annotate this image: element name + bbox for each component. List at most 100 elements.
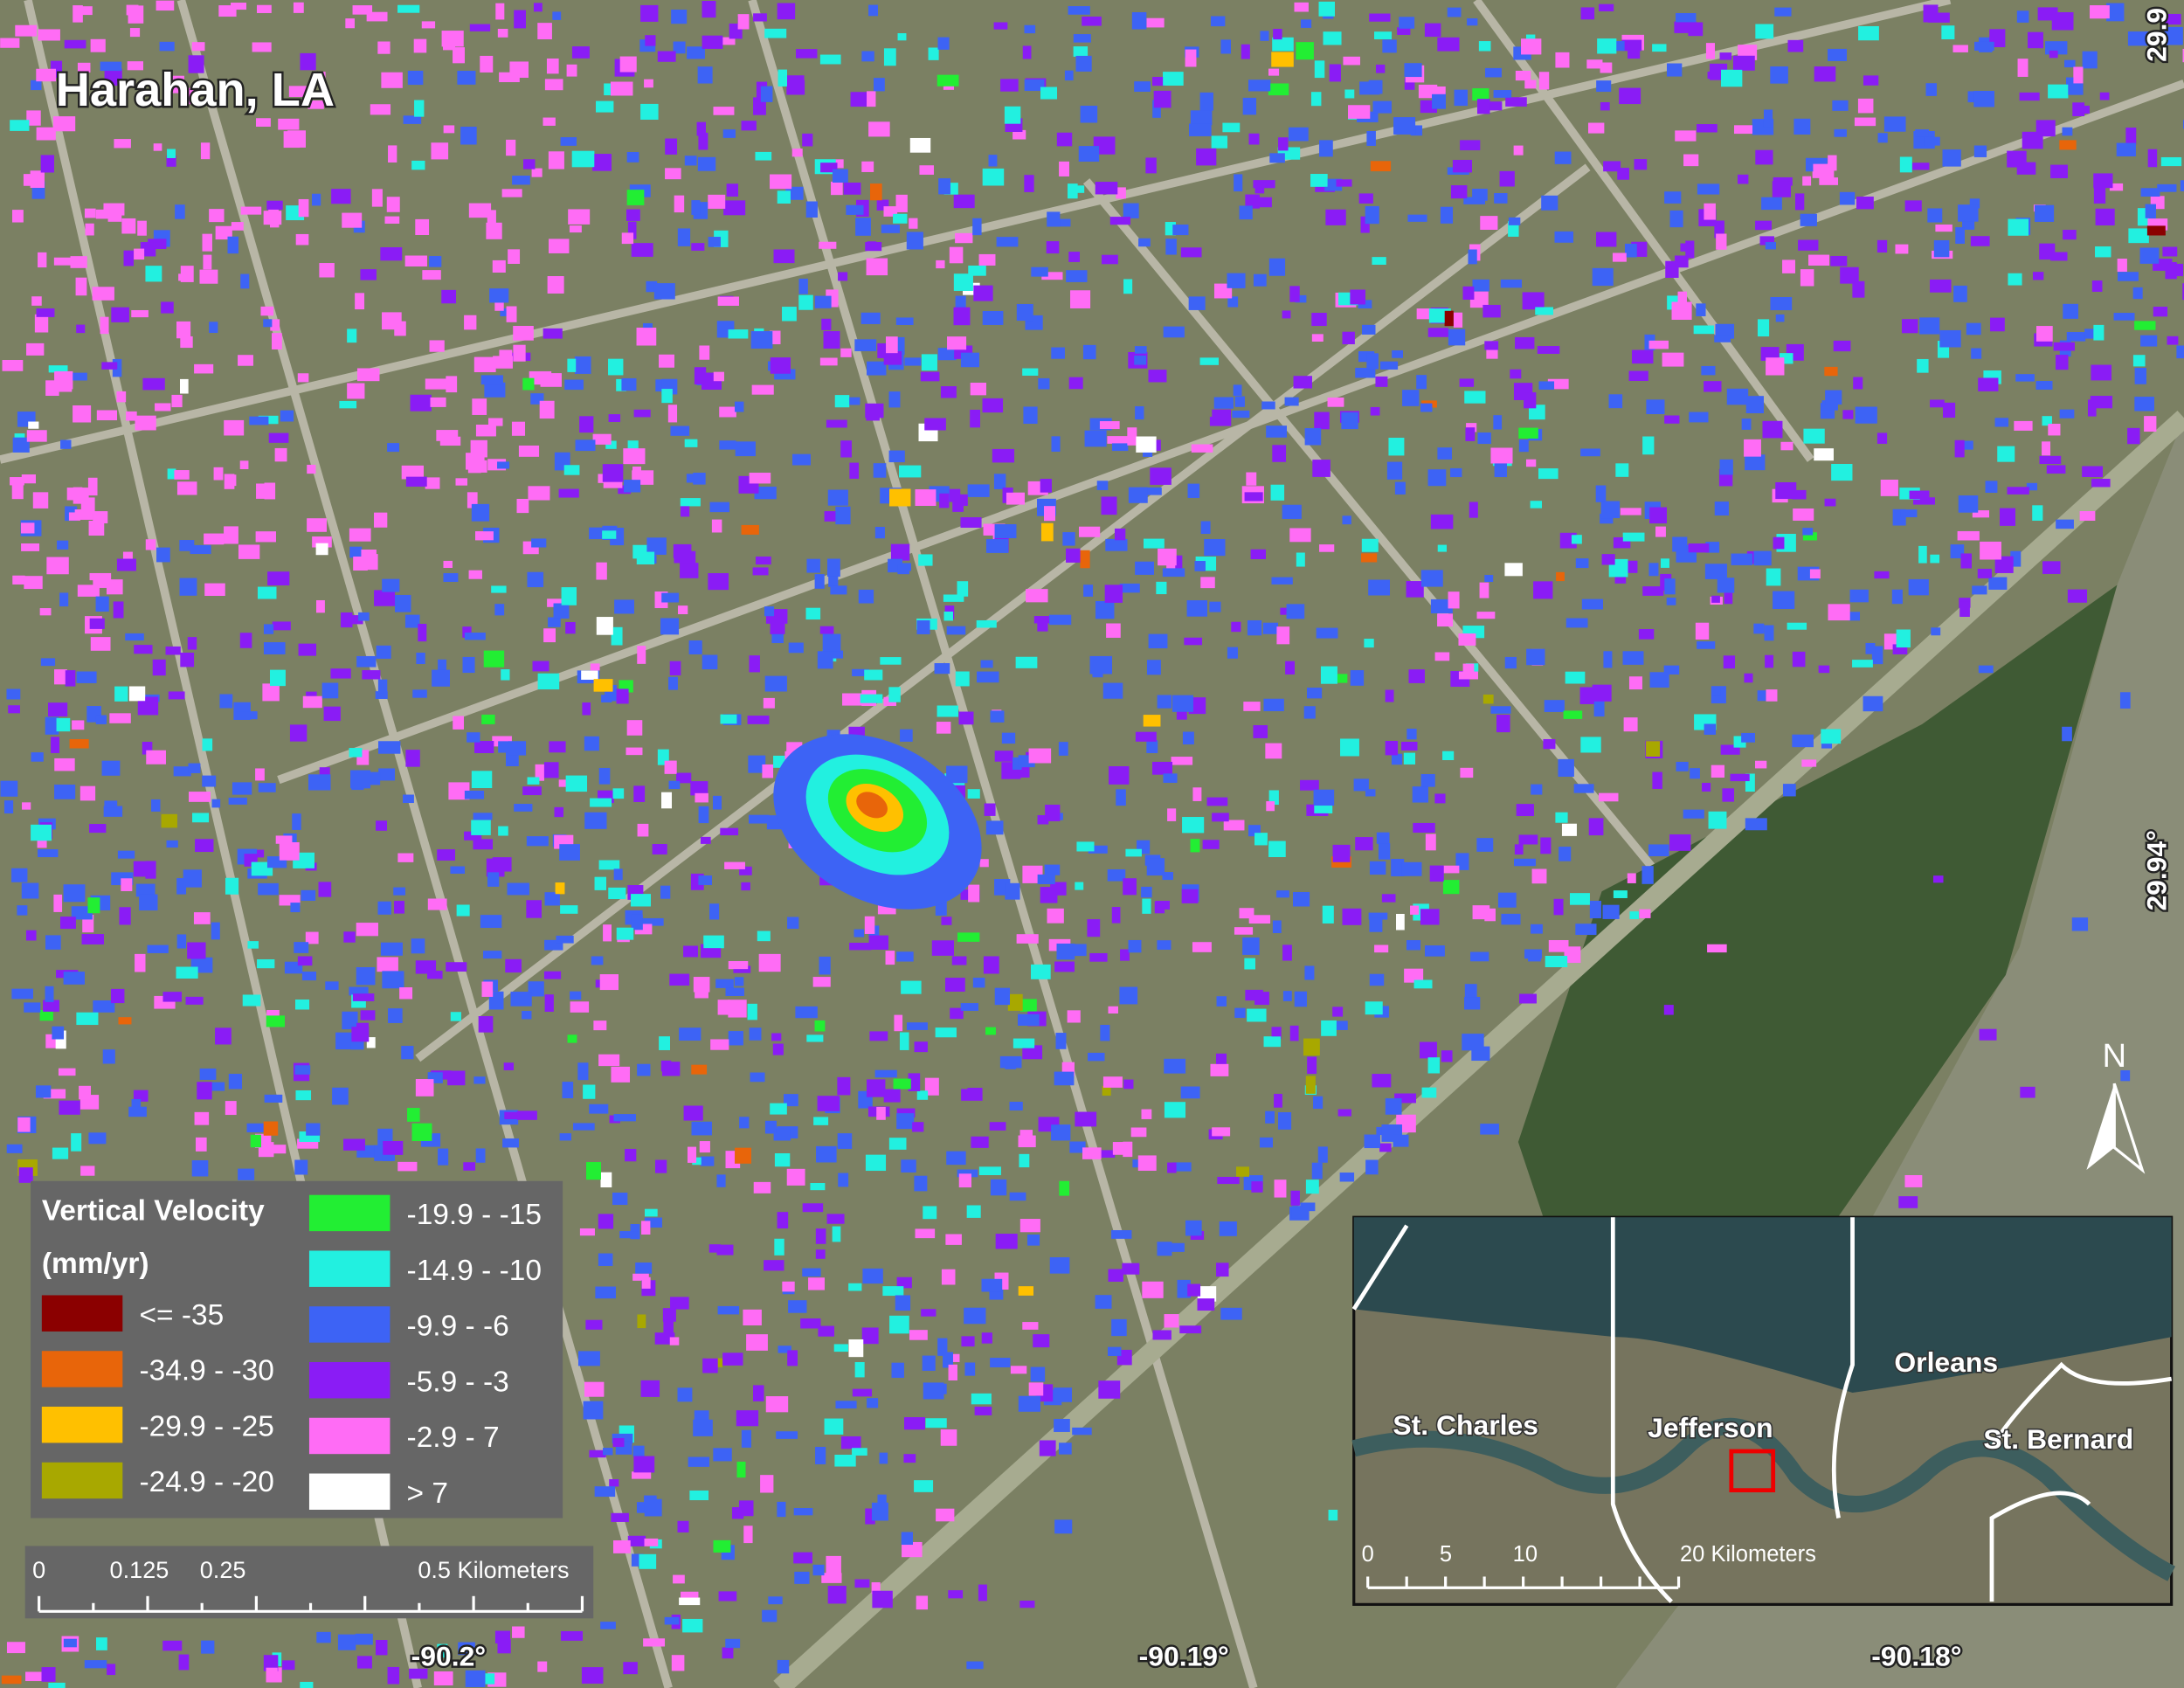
velocity-pixel bbox=[498, 741, 509, 753]
velocity-pixel bbox=[378, 768, 396, 781]
velocity-pixel bbox=[52, 1147, 69, 1159]
velocity-pixel bbox=[673, 41, 686, 54]
velocity-pixel bbox=[332, 1087, 349, 1105]
velocity-pixel bbox=[1755, 760, 1767, 769]
velocity-pixel bbox=[1555, 52, 1570, 68]
velocity-pixel bbox=[665, 168, 681, 180]
velocity-pixel bbox=[1597, 38, 1617, 54]
velocity-pixel bbox=[109, 713, 131, 723]
velocity-pixel bbox=[1339, 1173, 1355, 1182]
velocity-pixel bbox=[0, 780, 18, 797]
velocity-pixel bbox=[315, 543, 328, 556]
velocity-pixel bbox=[355, 293, 365, 310]
velocity-pixel bbox=[224, 474, 235, 489]
velocity-pixel bbox=[805, 201, 818, 218]
velocity-pixel bbox=[888, 687, 901, 702]
velocity-pixel bbox=[566, 64, 577, 77]
velocity-pixel bbox=[279, 842, 300, 861]
velocity-pixel bbox=[516, 498, 529, 514]
velocity-pixel bbox=[55, 1030, 66, 1049]
velocity-pixel bbox=[1971, 348, 1982, 359]
velocity-pixel bbox=[1300, 779, 1319, 791]
velocity-pixel bbox=[589, 1103, 609, 1114]
velocity-pixel bbox=[909, 137, 931, 153]
velocity-pixel bbox=[1787, 622, 1807, 630]
velocity-pixel bbox=[1464, 391, 1486, 404]
velocity-pixel bbox=[1095, 600, 1115, 619]
velocity-pixel bbox=[1603, 651, 1613, 668]
velocity-pixel bbox=[1469, 502, 1478, 518]
velocity-pixel bbox=[264, 1094, 283, 1103]
velocity-pixel bbox=[467, 732, 480, 743]
velocity-pixel bbox=[415, 218, 430, 236]
velocity-pixel bbox=[2093, 324, 2105, 341]
velocity-pixel bbox=[951, 956, 967, 965]
velocity-pixel bbox=[32, 492, 49, 508]
inset-map: St. Charles Jefferson Orleans St. Bernar… bbox=[1351, 1215, 2176, 1606]
velocity-pixel bbox=[1693, 325, 1714, 335]
velocity-pixel bbox=[985, 1027, 996, 1035]
velocity-pixel bbox=[1059, 1442, 1072, 1455]
velocity-pixel bbox=[2091, 364, 2111, 381]
velocity-pixel bbox=[1216, 1263, 1229, 1277]
velocity-pixel bbox=[1988, 577, 2008, 590]
velocity-pixel bbox=[1019, 1601, 1035, 1608]
velocity-pixel bbox=[869, 408, 884, 417]
velocity-pixel bbox=[1239, 205, 1253, 220]
inset-river bbox=[1351, 1417, 2176, 1581]
velocity-pixel bbox=[616, 688, 629, 704]
velocity-pixel bbox=[596, 617, 613, 635]
velocity-pixel bbox=[1364, 1134, 1380, 1149]
velocity-pixel bbox=[128, 1106, 147, 1117]
velocity-pixel bbox=[1689, 412, 1709, 423]
velocity-pixel bbox=[1111, 443, 1129, 452]
velocity-pixel bbox=[307, 464, 316, 474]
velocity-pixel bbox=[1856, 197, 1874, 210]
velocity-pixel bbox=[1704, 381, 1722, 392]
velocity-pixel bbox=[819, 54, 841, 65]
velocity-pixel bbox=[377, 41, 390, 54]
velocity-pixel bbox=[1720, 744, 1740, 755]
velocity-pixel bbox=[513, 326, 534, 341]
velocity-pixel bbox=[1853, 377, 1863, 390]
velocity-pixel bbox=[473, 813, 493, 820]
velocity-pixel bbox=[741, 882, 750, 891]
velocity-pixel bbox=[121, 878, 133, 891]
velocity-pixel bbox=[533, 3, 543, 12]
velocity-pixel bbox=[1192, 787, 1202, 801]
velocity-pixel bbox=[1990, 317, 2005, 332]
velocity-pixel bbox=[941, 1269, 956, 1285]
velocity-pixel bbox=[142, 741, 153, 755]
velocity-pixel bbox=[837, 1133, 853, 1149]
velocity-pixel bbox=[458, 1642, 475, 1656]
velocity-pixel bbox=[971, 1393, 992, 1405]
velocity-pixel bbox=[465, 1670, 486, 1688]
velocity-pixel bbox=[1010, 1366, 1027, 1374]
velocity-pixel bbox=[87, 477, 98, 496]
velocity-pixel bbox=[1420, 1041, 1437, 1059]
velocity-pixel bbox=[876, 1106, 886, 1120]
velocity-pixel bbox=[475, 425, 496, 437]
velocity-pixel bbox=[1304, 965, 1315, 980]
velocity-pixel bbox=[1148, 633, 1168, 649]
velocity-pixel bbox=[690, 781, 708, 796]
velocity-pixel bbox=[1683, 154, 1699, 167]
velocity-pixel bbox=[1555, 812, 1568, 823]
velocity-pixel bbox=[1842, 410, 1854, 419]
velocity-pixel bbox=[1282, 504, 1302, 519]
velocity-pixel bbox=[741, 524, 759, 535]
velocity-pixel bbox=[1770, 66, 1788, 84]
velocity-pixel bbox=[941, 917, 952, 925]
velocity-pixel bbox=[713, 371, 724, 382]
velocity-pixel bbox=[1942, 149, 1961, 167]
velocity-pixel bbox=[1952, 45, 1968, 52]
velocity-pixel bbox=[1192, 942, 1212, 952]
velocity-pixel bbox=[1119, 986, 1138, 1005]
velocity-pixel bbox=[1477, 99, 1490, 114]
velocity-pixel bbox=[883, 1089, 901, 1103]
velocity-pixel bbox=[882, 1286, 904, 1297]
velocity-pixel bbox=[1007, 993, 1023, 1011]
velocity-pixel bbox=[415, 960, 437, 974]
velocity-pixel bbox=[1412, 786, 1428, 803]
velocity-pixel bbox=[63, 1638, 77, 1648]
